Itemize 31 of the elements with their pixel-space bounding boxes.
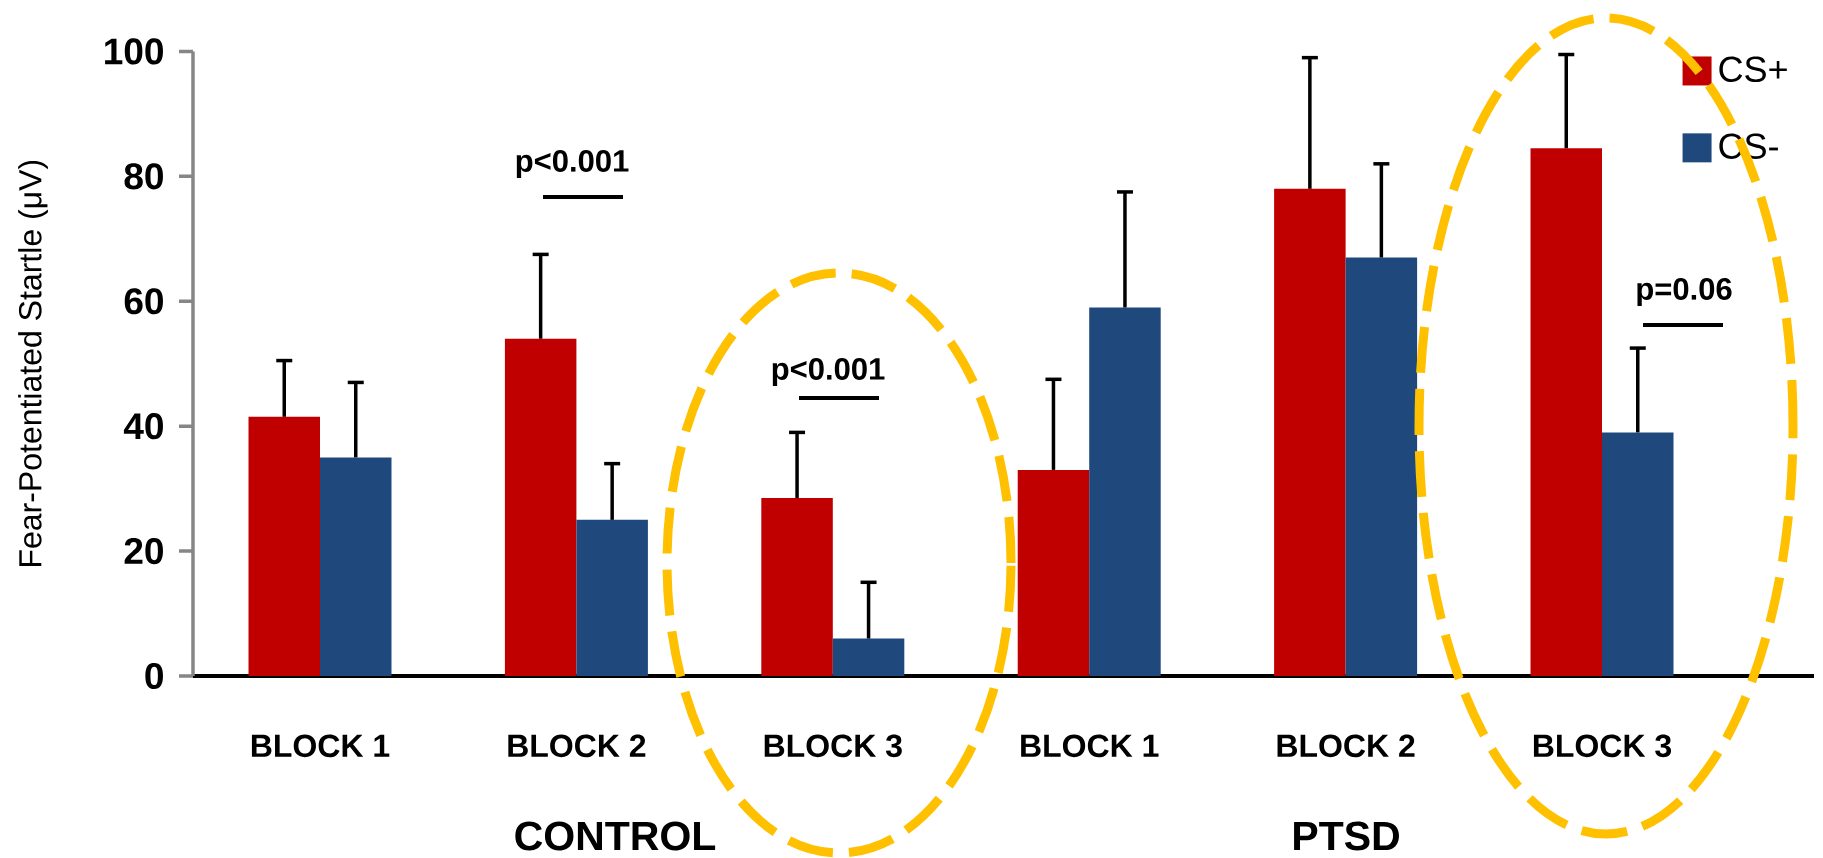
bar [1089,307,1161,676]
bar [1602,432,1674,676]
y-axis-title: Fear-Potentiated Startle (μV) [18,160,48,566]
text: CONTROL [515,821,716,851]
bar [576,519,648,676]
x-tick-label: BLOCK 1 [1021,734,1159,758]
annotation: p=0.06 [1637,277,1732,307]
y-tick-label: 60 [124,288,163,315]
x-tick-label: BLOCK 2 [1277,734,1415,758]
x-tick-label: BLOCK 3 [1533,734,1672,758]
bar [1274,188,1346,676]
bar [832,638,905,676]
bar [504,338,577,676]
bar [320,457,392,676]
legend-label: CS+ [1719,56,1787,83]
bar [761,497,833,676]
y-tick-label: 40 [123,413,163,440]
y-tick-label: 0 [145,662,163,690]
x-tick-label: BLOCK 2 [508,734,646,758]
y-tick-label: 100 [105,38,163,65]
annotation: p<0.001 [772,357,885,387]
bar [1017,469,1090,676]
y-tick-label: 80 [124,163,163,190]
bar [1345,257,1418,676]
annotation: p<0.001 [516,149,629,179]
text: PTSD [1294,821,1399,851]
bar [1530,148,1603,676]
x-tick-label: BLOCK 3 [764,734,902,758]
y-tick-label: 20 [124,537,163,565]
bar [248,416,320,676]
x-tick-label: BLOCK 1 [251,734,390,758]
